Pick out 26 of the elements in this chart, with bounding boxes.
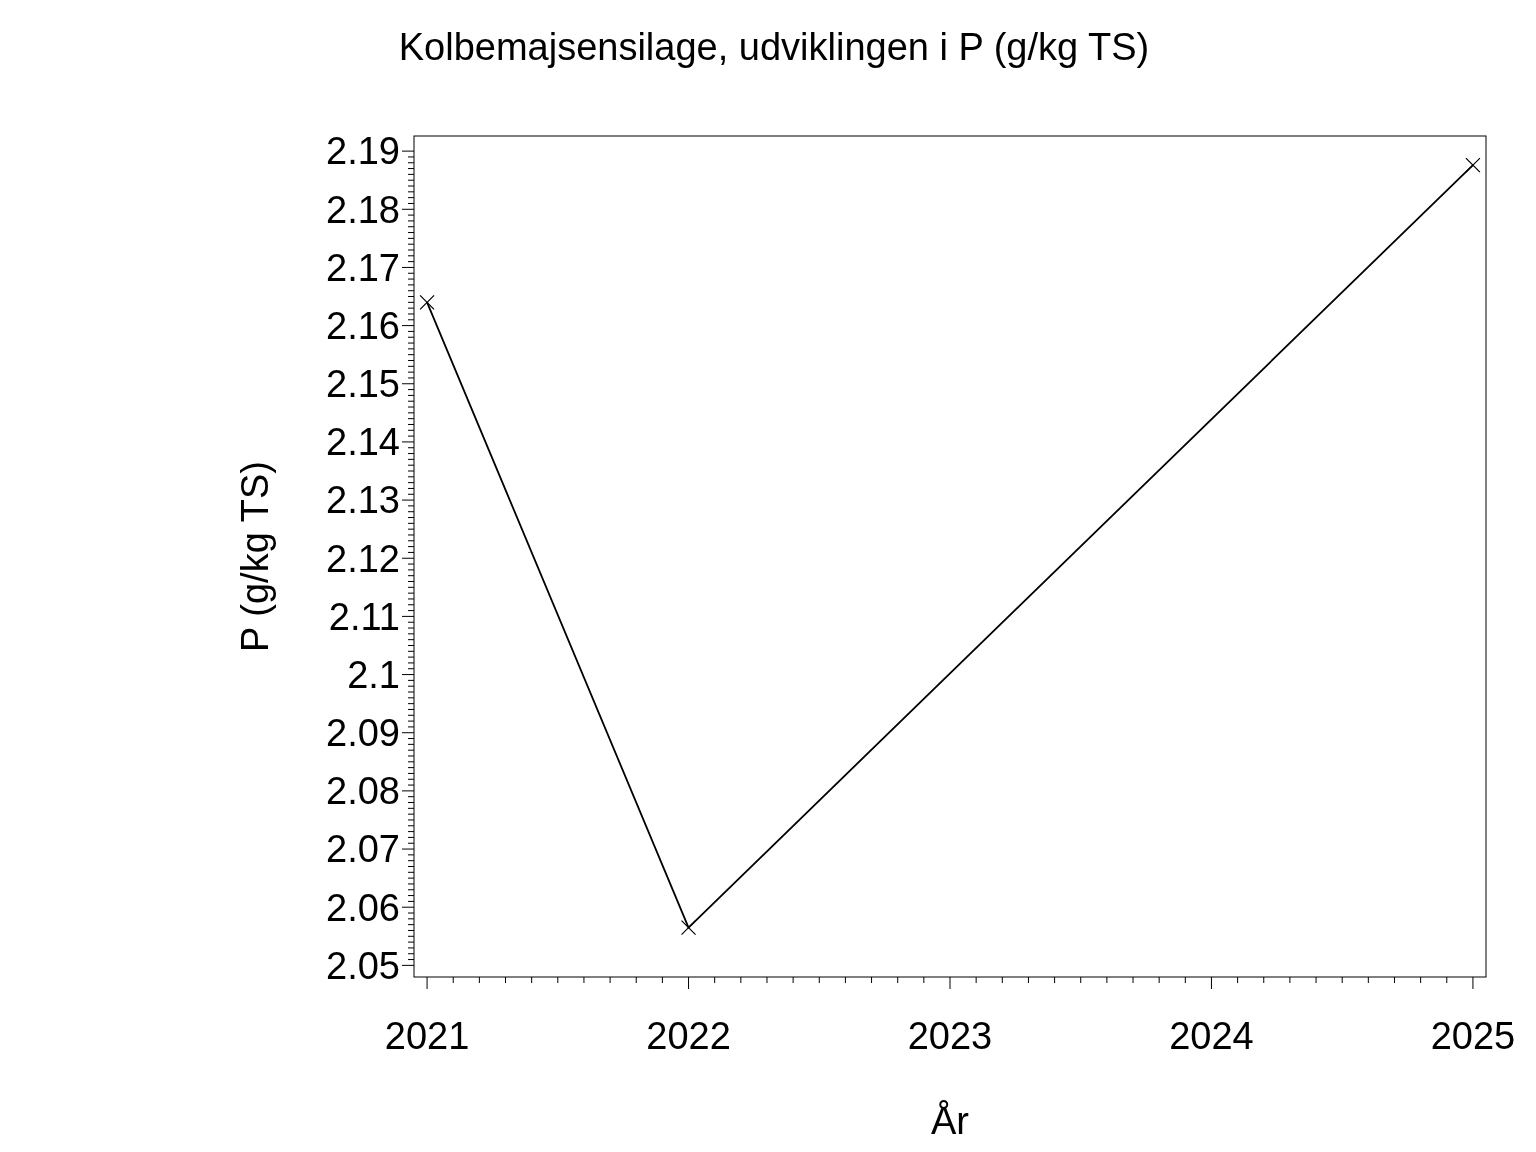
y-tick-label: 2.15	[326, 363, 400, 406]
y-axis-title: P (g/kg TS)	[234, 461, 276, 652]
x-tick-label: 2024	[1169, 1015, 1254, 1057]
y-tick-label: 2.16	[326, 304, 400, 347]
x-tick-label: 2021	[384, 1015, 470, 1057]
y-tick-label: 2.12	[326, 537, 400, 580]
y-tick-label: 2.14	[326, 421, 400, 464]
y-tick-label: 2.19	[326, 130, 400, 173]
y-tick-label: 2.08	[326, 770, 400, 813]
y-tick-label: 2.06	[326, 886, 400, 929]
x-axis-title: År	[931, 1099, 970, 1142]
chart-title: Kolbemajsensilage, udviklingen i P (g/kg TS)	[398, 26, 1150, 68]
y-tick-label: 2.07	[326, 828, 400, 871]
y-tick-label: 2.11	[328, 595, 400, 638]
y-tick-label: 2.18	[326, 188, 400, 231]
y-tick-label: 2.09	[326, 712, 400, 755]
y-tick-label: 2.17	[326, 246, 400, 289]
point	[1465, 157, 1481, 173]
point	[680, 919, 697, 936]
y-tick-label: 2.1	[347, 653, 400, 696]
x-tick-label: 2022	[646, 1015, 731, 1057]
x-tick-label: 2025	[1430, 1015, 1516, 1057]
point	[419, 294, 435, 310]
x-tick-label: 2023	[907, 1015, 993, 1057]
y-tick-label: 2.13	[326, 479, 400, 522]
y-tick-label: 2.05	[326, 944, 400, 987]
